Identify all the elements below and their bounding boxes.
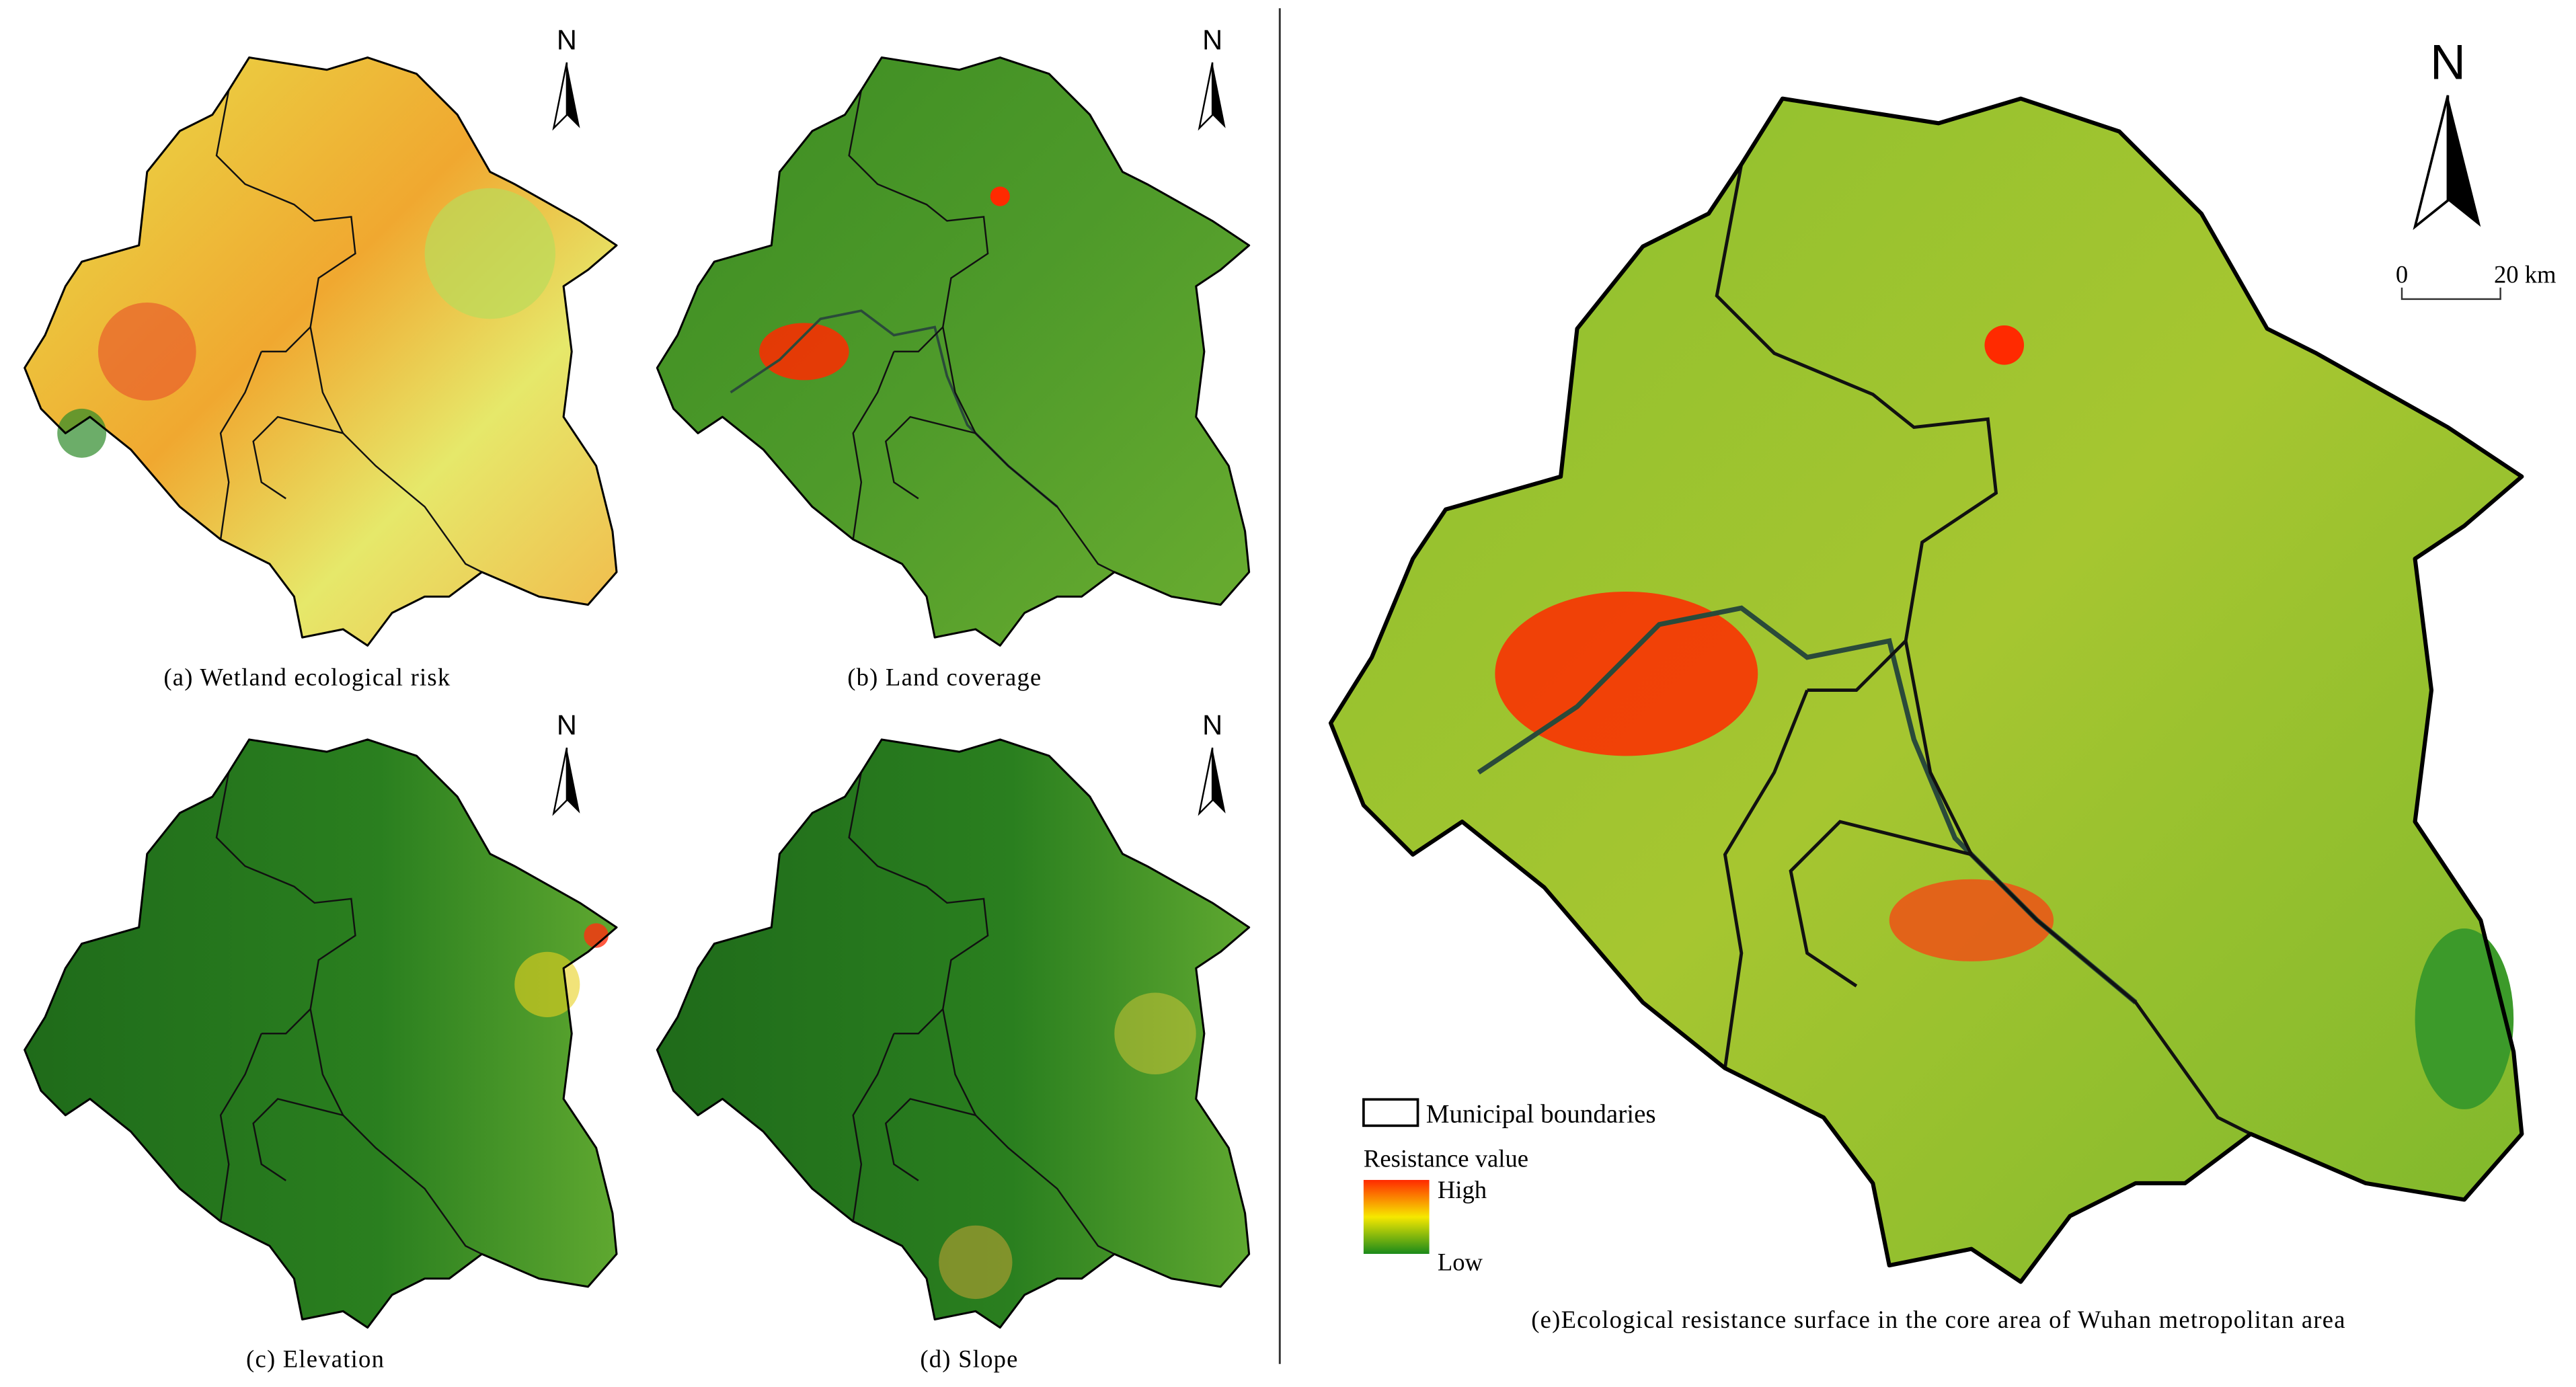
map-e [1331, 99, 2522, 1282]
legend-low: Low [1438, 1248, 1483, 1275]
map-b [656, 56, 1251, 647]
legend: Municipal boundaries Resistance value Hi… [1362, 1098, 1656, 1275]
north-arrow: N N N N N [552, 24, 2481, 816]
caption: (e)Ecological resistance surface in the … [1531, 1306, 2345, 1333]
north-label: N [557, 24, 577, 55]
legend-title: Resistance value [1364, 1144, 1528, 1172]
scale-end: 20 km [2494, 260, 2557, 288]
scale-start: 0 [2396, 260, 2408, 288]
caption: (b) Land coverage [847, 663, 1042, 690]
map-c [24, 738, 618, 1329]
caption: (d) Slope [920, 1345, 1018, 1373]
north-label: N [2430, 34, 2466, 89]
legend-gradient [1363, 1180, 1430, 1255]
map-a [24, 56, 618, 647]
map-d [656, 738, 1251, 1329]
legend-high: High [1438, 1176, 1487, 1203]
north-label: N [557, 709, 577, 741]
legend-boundary-label: Municipal boundaries [1426, 1099, 1656, 1128]
north-label: N [1202, 24, 1222, 55]
caption: (a) Wetland ecological risk [163, 663, 451, 690]
north-label: N [1202, 709, 1222, 741]
legend-boundary-swatch [1362, 1098, 1419, 1127]
caption: (c) Elevation [246, 1345, 385, 1373]
scale-bar: 0 20 km [2396, 260, 2557, 301]
